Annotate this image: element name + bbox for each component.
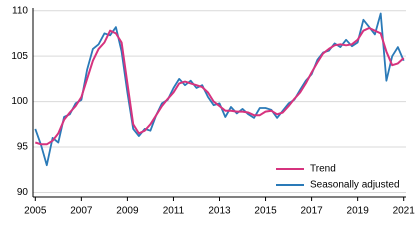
x-tick-label: 2019 <box>347 206 370 217</box>
y-tick-label: 100 <box>11 96 28 107</box>
y-tick-label: 105 <box>11 51 28 62</box>
x-tick-label: 2021 <box>393 206 416 217</box>
x-tick-label: 2011 <box>163 206 185 217</box>
chart: 90 95 100 105 110 2005 2007 2009 2011 2013 2015 201… <box>11 5 416 217</box>
x-tick-label: 2005 <box>24 206 47 217</box>
page: {"chart_data": {"type": "line", "x": [20… <box>11 5 416 217</box>
y-tick-label: 110 <box>12 5 28 16</box>
x-tick-label: 2017 <box>300 206 323 217</box>
series-line <box>35 27 405 146</box>
legend-label: Seasonally adjusted <box>310 180 400 191</box>
x-tick-label: 2007 <box>70 206 93 217</box>
x-tick-label: 2009 <box>116 206 139 217</box>
x-tick-label: 2013 <box>208 206 231 217</box>
series-line <box>34 12 405 167</box>
y-tick-label: 95 <box>17 142 29 153</box>
legend-label: Trend <box>310 164 336 175</box>
y-tick-label: 90 <box>17 187 29 198</box>
x-tick-label: 2015 <box>254 206 277 217</box>
